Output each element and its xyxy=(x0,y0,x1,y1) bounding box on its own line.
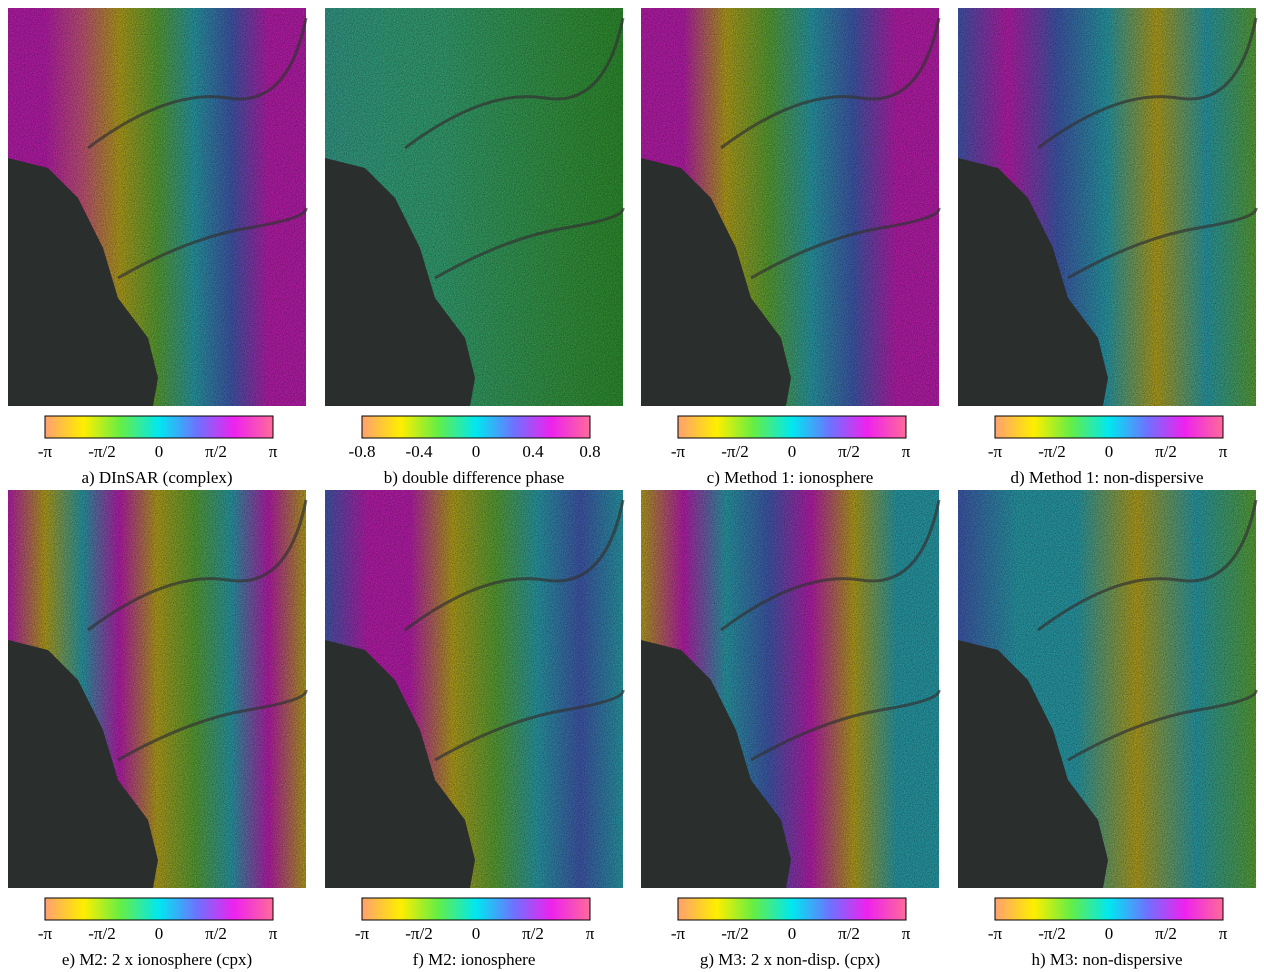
panel: -π -π/2 0 π/2 π e) M2: 2 x ionosphere (cpx) xyxy=(8,490,306,969)
colorbar-tick-label: -π xyxy=(38,924,53,943)
colorbar-tick-label: π xyxy=(902,924,911,943)
panel: -π -π/2 0 π/2 π h) M3: non-dispersive xyxy=(958,490,1256,969)
colorbar-tick-label: -π/2 xyxy=(88,442,115,461)
colorbar-tick-label: π/2 xyxy=(1155,442,1177,461)
colorbar-tick-label: π/2 xyxy=(522,924,544,943)
colorbar-tick-label: π/2 xyxy=(838,924,860,943)
panel-caption: e) M2: 2 x ionosphere (cpx) xyxy=(62,950,252,969)
colorbar-tick-label: -0.8 xyxy=(349,442,376,461)
panel-caption: h) M3: non-dispersive xyxy=(1031,950,1182,969)
colorbar-tick-label: 0 xyxy=(472,442,481,461)
colorbar-tick-label: 0 xyxy=(788,924,797,943)
colorbar-tick-label: π xyxy=(269,924,278,943)
colorbar-tick-label: -π xyxy=(355,924,370,943)
colorbar-tick-label: -π/2 xyxy=(721,442,748,461)
panel-caption: g) M3: 2 x non-disp. (cpx) xyxy=(700,950,880,969)
colorbar-tick-label: -π/2 xyxy=(1038,442,1065,461)
colorbar-tick-label: -π/2 xyxy=(721,924,748,943)
colorbar-tick-label: 0 xyxy=(1105,442,1114,461)
colorbar xyxy=(995,416,1223,438)
colorbar-tick-label: 0.4 xyxy=(522,442,544,461)
panel-caption: f) M2: ionosphere xyxy=(413,950,536,969)
colorbar xyxy=(362,416,590,438)
colorbar xyxy=(995,898,1223,920)
panel-caption: c) Method 1: ionosphere xyxy=(707,468,874,487)
colorbar-tick-label: π/2 xyxy=(838,442,860,461)
panel: -π -π/2 0 π/2 π f) M2: ionosphere xyxy=(325,490,623,969)
panel: -π -π/2 0 π/2 π a) DInSAR (complex) xyxy=(8,8,306,487)
colorbar-tick-label: π xyxy=(586,924,595,943)
colorbar-tick-label: 0 xyxy=(472,924,481,943)
colorbar-tick-label: -π xyxy=(671,442,686,461)
colorbar-tick-label: π/2 xyxy=(205,442,227,461)
colorbar-tick-label: -π xyxy=(38,442,53,461)
colorbar-tick-label: π/2 xyxy=(1155,924,1177,943)
colorbar-tick-label: -π/2 xyxy=(405,924,432,943)
colorbar-tick-label: -π xyxy=(988,924,1003,943)
panel-caption: b) double difference phase xyxy=(384,468,564,487)
colorbar-tick-label: -π/2 xyxy=(1038,924,1065,943)
colorbar-tick-label: -π xyxy=(988,442,1003,461)
colorbar xyxy=(678,416,906,438)
panel: -0.8 -0.4 0 0.4 0.8 b) double difference phas… xyxy=(325,8,623,487)
colorbar-tick-label: -0.4 xyxy=(406,442,433,461)
colorbar-tick-label: 0 xyxy=(788,442,797,461)
colorbar-tick-label: 0 xyxy=(155,442,164,461)
colorbar-tick-label: π xyxy=(1219,442,1228,461)
panel: -π -π/2 0 π/2 π g) M3: 2 x non-disp. (cpx) xyxy=(641,490,939,969)
colorbar xyxy=(45,898,273,920)
colorbar xyxy=(678,898,906,920)
figure: -π -π/2 0 π/2 π a) DInSAR (complex) -0.8 -0.4 0 0… xyxy=(0,0,1264,972)
colorbar-tick-label: -π/2 xyxy=(88,924,115,943)
panel: -π -π/2 0 π/2 π c) Method 1: ionosphere xyxy=(641,8,939,487)
colorbar-tick-label: 0 xyxy=(155,924,164,943)
panel-caption: a) DInSAR (complex) xyxy=(81,468,232,487)
colorbar xyxy=(362,898,590,920)
colorbar-tick-label: π/2 xyxy=(205,924,227,943)
panel-caption: d) Method 1: non-dispersive xyxy=(1010,468,1203,487)
colorbar-tick-label: π xyxy=(1219,924,1228,943)
colorbar xyxy=(45,416,273,438)
colorbar-tick-label: 0.8 xyxy=(579,442,600,461)
colorbar-tick-label: π xyxy=(269,442,278,461)
colorbar-tick-label: π xyxy=(902,442,911,461)
panel: -π -π/2 0 π/2 π d) Method 1: non-dispersive xyxy=(958,8,1256,487)
colorbar-tick-label: -π xyxy=(671,924,686,943)
colorbar-tick-label: 0 xyxy=(1105,924,1114,943)
